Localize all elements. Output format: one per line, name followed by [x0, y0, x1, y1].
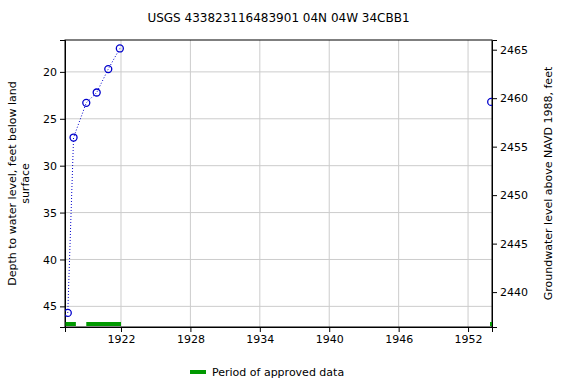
tick: 40	[43, 253, 65, 266]
tick-mark	[492, 244, 497, 245]
grid-line	[120, 40, 121, 327]
legend-label: Period of approved data	[212, 366, 344, 379]
tick: 2440	[492, 286, 528, 299]
tick-mark	[60, 119, 65, 120]
tick: 1934	[246, 327, 274, 346]
tick-mark	[492, 147, 497, 148]
grid-line	[259, 40, 260, 327]
tick: 1946	[385, 327, 413, 346]
y-axis-label: Depth to water level, feet below landsur…	[6, 81, 32, 286]
grid	[65, 40, 492, 327]
data-point	[93, 89, 100, 96]
axis-line	[60, 41, 66, 328]
y2-axis-label: Groundwater level above NAVD 1988, feet	[542, 66, 555, 300]
tick-mark	[60, 259, 65, 260]
tick-label: 1952	[455, 333, 483, 346]
data-point	[116, 45, 123, 52]
tick-label: 30	[43, 160, 57, 173]
plot-frame	[65, 40, 492, 327]
tick-mark	[399, 327, 400, 332]
tick: 2460	[492, 92, 528, 105]
tick-mark	[190, 327, 191, 332]
tick: 1928	[177, 327, 205, 346]
approved-period	[65, 322, 75, 326]
tick-mark	[492, 50, 497, 51]
tick-label: 1928	[177, 333, 205, 346]
tick-label: 1922	[107, 333, 135, 346]
grid-line	[329, 40, 330, 327]
title: USGS 433823116483901 04N 04W 34CBB1	[147, 11, 409, 25]
data-point	[65, 309, 71, 316]
tick: 35	[43, 207, 65, 220]
tick-mark	[60, 213, 65, 214]
tick: 2445	[492, 238, 528, 251]
x-axis: 1922 1928 1934 1940 1946 1952	[66, 327, 493, 346]
tick-label: 20	[43, 66, 57, 79]
tick-label: 2455	[500, 141, 528, 154]
tick: 20	[43, 66, 65, 79]
tick-mark	[60, 306, 65, 307]
grid-line	[398, 40, 399, 327]
data-point	[83, 99, 90, 106]
grid-line	[65, 306, 492, 307]
tick-mark	[329, 327, 330, 332]
tick: 45	[43, 300, 65, 313]
legend-swatch	[190, 370, 206, 374]
grid-line	[190, 40, 191, 327]
data-point	[488, 98, 492, 105]
tick-label: 40	[43, 253, 57, 266]
approved-period	[490, 322, 492, 326]
tick: 30	[43, 160, 65, 173]
tick-mark	[492, 195, 497, 196]
grid-line	[65, 118, 492, 119]
tick-mark	[60, 72, 65, 73]
tick-label: 25	[43, 113, 57, 126]
tick-mark	[60, 166, 65, 167]
grid-line	[65, 259, 492, 260]
tick-label: 35	[43, 207, 57, 220]
chart: 1922 1928 1934 1940 1946 1952 20 25 30 35 40 45 2440…	[0, 0, 576, 384]
tick-mark	[468, 327, 469, 332]
tick-label: 2445	[500, 238, 528, 251]
tick-label: 2440	[500, 286, 528, 299]
tick-mark	[260, 327, 261, 332]
plot-area	[65, 45, 492, 326]
grid-line	[65, 165, 492, 166]
tick-mark	[492, 98, 497, 99]
tick-label: 1940	[316, 333, 344, 346]
data-point	[70, 134, 77, 141]
tick: 1922	[107, 327, 135, 346]
grid-line	[65, 212, 492, 213]
approved-period	[86, 322, 121, 326]
tick: 2455	[492, 141, 528, 154]
tick-label: 1946	[385, 333, 413, 346]
grid-line	[468, 40, 469, 327]
tick-mark	[121, 327, 122, 332]
tick: 25	[43, 113, 65, 126]
tick: 1940	[316, 327, 344, 346]
tick-label: 1934	[246, 333, 274, 346]
tick-label: 2460	[500, 92, 528, 105]
data-point	[105, 66, 112, 73]
tick-label: 45	[43, 300, 57, 313]
tick-label: 2450	[500, 189, 528, 202]
grid-line	[65, 71, 492, 72]
tick: 2465	[492, 44, 528, 57]
y-axis: 20 25 30 35 40 45	[43, 41, 66, 328]
tick: 1952	[455, 327, 483, 346]
data-line	[68, 48, 491, 312]
legend: Period of approved data	[190, 366, 344, 379]
axis-line	[493, 41, 498, 328]
tick-mark	[492, 292, 497, 293]
y2-axis: 2440 2445 2450 2455 2460 2465	[492, 41, 528, 328]
tick: 2450	[492, 189, 528, 202]
axis-line	[66, 328, 493, 333]
tick-label: 2465	[500, 44, 528, 57]
